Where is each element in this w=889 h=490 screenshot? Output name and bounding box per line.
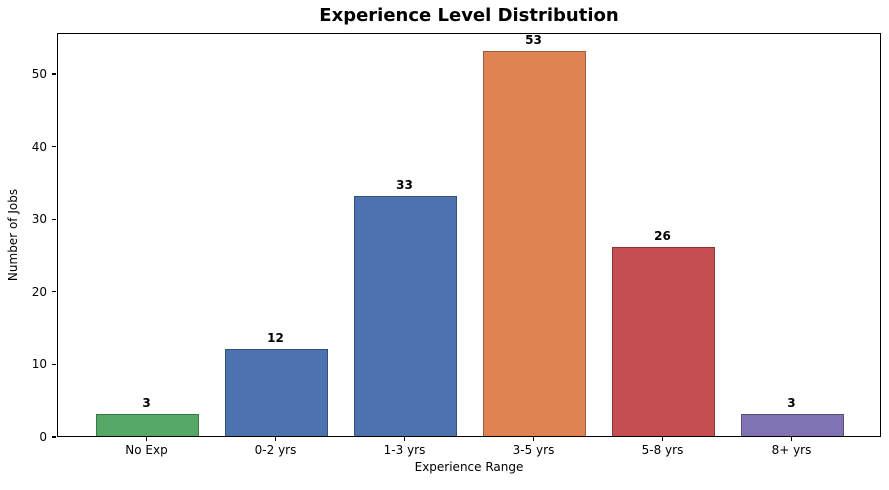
x-tick-label: No Exp <box>125 443 168 457</box>
y-tick-mark <box>52 146 56 148</box>
bar-value-label: 3 <box>142 396 151 411</box>
bar-8-yrs <box>740 414 845 436</box>
x-axis-label: Experience Range <box>414 460 524 474</box>
x-tick-label: 8+ yrs <box>771 443 812 457</box>
y-tick-mark <box>52 73 56 75</box>
y-tick-label: 40 <box>31 139 47 154</box>
x-tick-label: 0-2 yrs <box>254 443 297 457</box>
chart-title: Experience Level Distribution <box>319 5 619 26</box>
x-tick-label: 5-8 yrs <box>641 443 684 457</box>
bar-value-label: 33 <box>396 178 413 193</box>
y-tick-label: 10 <box>31 357 47 372</box>
y-tick-label: 50 <box>31 67 47 82</box>
x-tick-label: 1-3 yrs <box>383 443 426 457</box>
x-tick-mark <box>661 437 664 441</box>
x-tick-mark <box>790 437 793 441</box>
y-tick-label: 0 <box>39 430 47 444</box>
y-tick-mark <box>52 436 56 438</box>
bar-value-label: 12 <box>267 330 284 345</box>
y-tick-label: 30 <box>31 212 47 227</box>
bar-value-label: 3 <box>787 396 796 411</box>
bar-5-8-yrs <box>611 247 716 436</box>
x-tick-mark <box>145 437 148 441</box>
x-tick-label: 3-5 yrs <box>512 443 555 457</box>
x-tick-mark <box>274 437 277 441</box>
bar-0-2-yrs <box>224 348 329 436</box>
bar-value-label: 53 <box>525 33 542 48</box>
y-tick-mark <box>52 218 56 220</box>
y-tick-mark <box>52 291 56 293</box>
x-tick-mark <box>532 437 535 441</box>
y-tick-label: 20 <box>31 284 47 299</box>
bar-3-5-yrs <box>482 51 587 436</box>
y-tick-mark <box>52 363 56 365</box>
plot-area <box>57 33 881 437</box>
bar-1-3-yrs <box>353 196 458 436</box>
bar-no-exp <box>95 414 200 436</box>
x-tick-mark <box>403 437 406 441</box>
y-axis-label: Number of Jobs <box>6 188 20 282</box>
bar-value-label: 26 <box>654 229 671 244</box>
